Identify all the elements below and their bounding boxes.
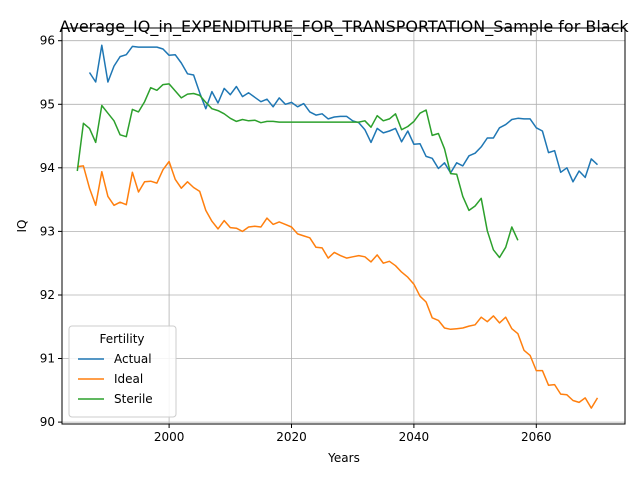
- y-tick-label: 94: [40, 161, 55, 175]
- y-tick-label: 90: [40, 415, 55, 429]
- y-tick-label: 91: [40, 352, 55, 366]
- plot-frame: [61, 27, 626, 425]
- legend-label-sterile: Sterile: [114, 392, 153, 406]
- y-tick-label: 95: [40, 97, 55, 111]
- x-tick-label: 2040: [399, 430, 430, 444]
- y-tick-label: 92: [40, 288, 55, 302]
- x-tick-label: 2060: [521, 430, 552, 444]
- legend-items: Actual Ideal Sterile: [78, 352, 153, 406]
- series-line-ideal: [77, 160, 599, 409]
- y-tick-label: 96: [40, 34, 55, 48]
- series-lines: [76, 44, 599, 409]
- x-tick-label: 2020: [276, 430, 307, 444]
- series-line-sterile: [76, 83, 519, 259]
- legend: Fertility Actual Ideal Sterile: [68, 325, 177, 418]
- legend-box: [68, 325, 177, 418]
- legend-label-actual: Actual: [114, 352, 152, 366]
- legend-label-ideal: Ideal: [114, 372, 143, 386]
- x-tick-label: 2000: [154, 430, 185, 444]
- y-axis-ticks: 90 91 92 93 94 95 96: [40, 34, 62, 429]
- legend-title: Fertility: [99, 332, 144, 346]
- series-line-actual: [88, 44, 599, 183]
- x-axis-ticks: 2000 2020 2040 2060: [154, 424, 552, 444]
- chart-title: Average_IQ_in_EXPENDITURE_FOR_TRANSPORTA…: [59, 17, 629, 37]
- y-tick-label: 93: [40, 224, 55, 238]
- y-axis-label: IQ: [15, 220, 29, 233]
- x-axis-label: Years: [327, 451, 360, 465]
